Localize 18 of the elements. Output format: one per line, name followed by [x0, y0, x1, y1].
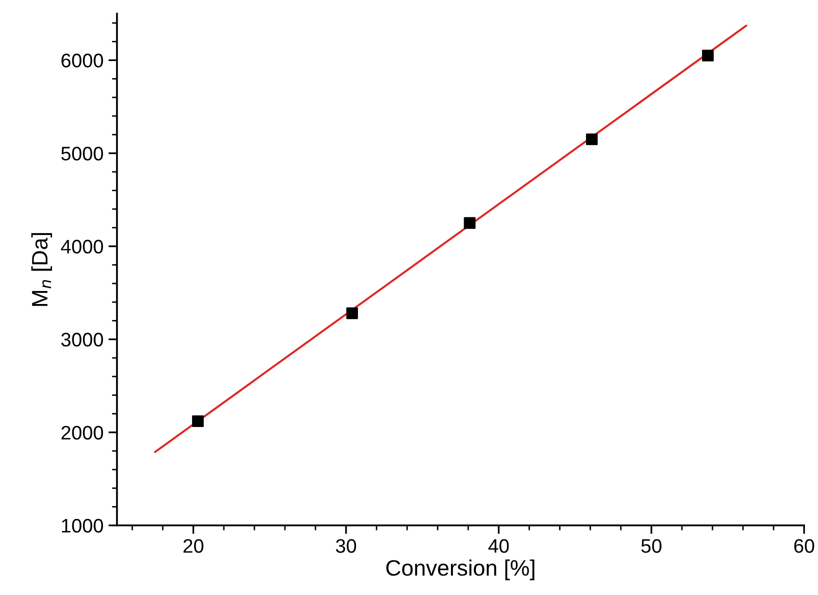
x-tick-label: 20 — [183, 539, 204, 553]
x-tick-label: 50 — [641, 539, 662, 553]
x-tick-label: 30 — [336, 539, 356, 553]
point — [346, 307, 358, 320]
x-tick-label: 60 — [794, 539, 814, 553]
y-tick-label: 1000 — [62, 518, 104, 533]
y-tick-label: 3000 — [61, 332, 104, 347]
point — [464, 217, 476, 229]
x-axis-title: Conversion [%] — [386, 559, 534, 580]
point — [192, 415, 204, 428]
y-tick-label: 4000 — [60, 240, 104, 254]
point — [702, 50, 714, 62]
y-tick-label: 6000 — [62, 54, 104, 68]
y-tick-label: 5000 — [61, 146, 104, 160]
y-axis-title: M$_{n}$ [Da] — [31, 233, 52, 306]
x-tick-label: 40 — [488, 539, 509, 553]
y-tick-label: 2000 — [62, 426, 104, 440]
point — [586, 133, 598, 146]
